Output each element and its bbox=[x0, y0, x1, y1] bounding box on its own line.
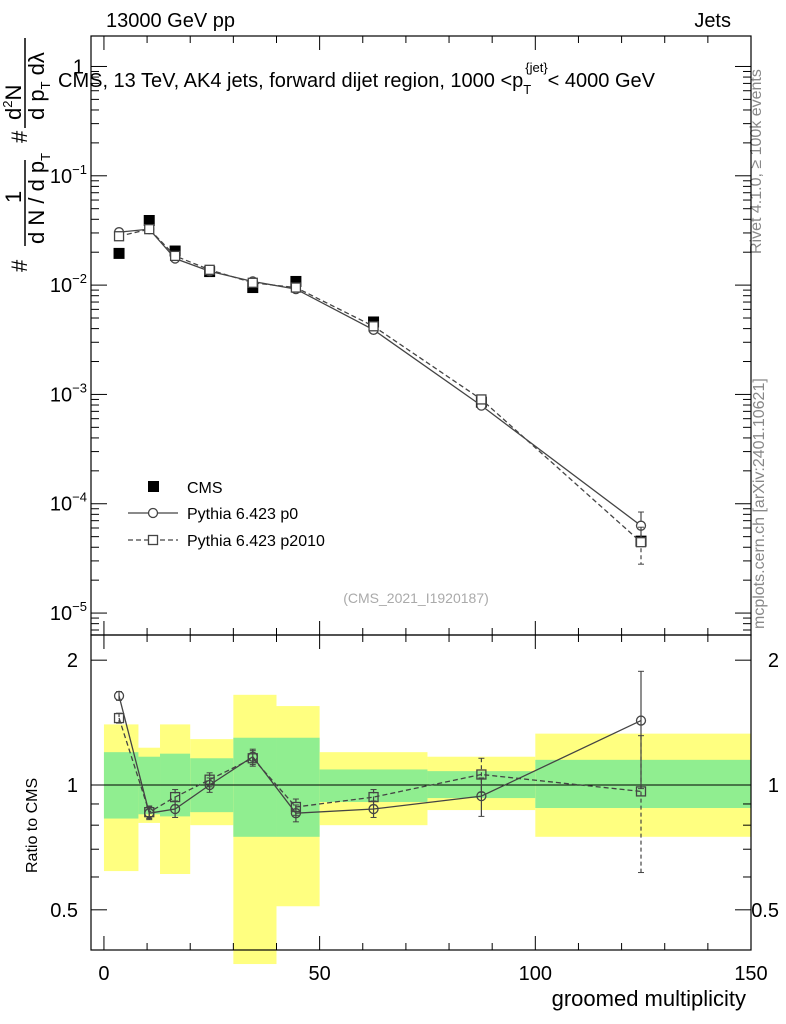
ratio-uncertainty-bands bbox=[103, 694, 751, 965]
x-tick-label: 0 bbox=[98, 963, 109, 985]
p2010-point bbox=[368, 321, 379, 332]
p2010-ratio-point bbox=[368, 791, 379, 803]
x-tick-label: 50 bbox=[309, 963, 331, 985]
legend-entry-cms: CMS bbox=[148, 480, 223, 497]
header-collision: 13000 GeV pp bbox=[106, 10, 235, 32]
legend-entry-pythia-p0: Pythia 6.423 p0 bbox=[128, 506, 298, 523]
main-panel-frame: 1 10−1 10−2 10−3 10−4 10−5 bbox=[50, 35, 752, 636]
legend-marker-pythia-p0 bbox=[147, 507, 159, 519]
p2010-ratio-point bbox=[635, 786, 647, 797]
p2010-point bbox=[476, 394, 487, 405]
p2010-point bbox=[144, 224, 155, 235]
main-y-tick-label: 10−4 bbox=[50, 490, 87, 516]
p2010-ratio-point bbox=[113, 712, 125, 724]
band-inner-bin-5 bbox=[276, 737, 320, 837]
ratio-panel-frame: 0 50 100 150 0.5 0.5 1 1 2 2 bbox=[50, 634, 779, 985]
x-axis-label: groomed multiplicity bbox=[552, 986, 746, 1011]
ratio-y-tick-label-right: 1 bbox=[768, 775, 779, 797]
ylabel-one: 1 bbox=[1, 191, 26, 203]
ylabel-denominator: d N / d pT bbox=[24, 153, 53, 244]
cms-point bbox=[113, 247, 125, 259]
p2010-line bbox=[118, 228, 642, 543]
main-y-axis-label: # 1 d N / d pT # d2N d pT dλ bbox=[0, 38, 53, 272]
legend-marker-pythia-p2010 bbox=[147, 534, 159, 546]
ylabel-hash-2: # bbox=[7, 130, 32, 143]
ratio-y-axis-label: Ratio to CMS bbox=[24, 778, 41, 873]
ratio-panel-series bbox=[113, 670, 647, 874]
legend-marker-cms bbox=[148, 481, 159, 492]
p2010-ratio-line bbox=[118, 717, 642, 814]
p2010-ratio-point bbox=[290, 801, 302, 813]
x-tick-label: 150 bbox=[734, 963, 767, 985]
ratio-y-tick-label-right: 0.5 bbox=[751, 900, 779, 922]
p0-ratio-point bbox=[476, 790, 487, 802]
ratio-y-tick-label-left: 0.5 bbox=[50, 900, 78, 922]
p2010-point bbox=[247, 277, 258, 288]
x-tick-label: 100 bbox=[519, 963, 552, 985]
p2010-point bbox=[113, 231, 125, 242]
p2010-ratio-point bbox=[169, 791, 181, 803]
analysis-id-label: (CMS_2021_I1920187) bbox=[343, 590, 489, 606]
ratio-y-tick-label-right: 2 bbox=[768, 650, 779, 672]
ratio-y-tick-label-left: 1 bbox=[67, 775, 78, 797]
p2010-point bbox=[204, 264, 215, 275]
main-y-tick-label: 10−5 bbox=[50, 599, 87, 625]
legend-label-pythia-p0: Pythia 6.423 p0 bbox=[187, 506, 298, 523]
header-category: Jets bbox=[694, 10, 731, 32]
p2010-ratio-point bbox=[247, 753, 258, 764]
cms-point bbox=[290, 275, 302, 287]
ylabel-hash-1: # bbox=[7, 259, 32, 272]
band-inner-bin-8 bbox=[535, 759, 751, 809]
main-y-tick-label: 10−2 bbox=[50, 271, 87, 297]
p2010-ratio-point bbox=[144, 807, 155, 818]
legend-label-cms: CMS bbox=[187, 480, 223, 497]
main-y-tick-label: 1 bbox=[73, 56, 84, 78]
legend: CMS Pythia 6.423 p0 Pythia 6.423 p2010 bbox=[128, 480, 325, 550]
mcplots-label: mcplots.cern.ch [arXiv:2401.10621] bbox=[751, 378, 768, 629]
p2010-ratio-point bbox=[204, 774, 215, 785]
ratio-y-tick-label-left: 2 bbox=[67, 650, 78, 672]
p2010-point bbox=[169, 250, 181, 262]
chart-title: CMS, 13 TeV, AK4 jets, forward dijet reg… bbox=[58, 60, 656, 97]
p0-ratio-point bbox=[113, 690, 125, 702]
cms-point bbox=[143, 214, 155, 226]
main-y-tick-label: 10−3 bbox=[50, 380, 87, 406]
p2010-point bbox=[290, 282, 302, 293]
p2010-ratio-point bbox=[476, 769, 487, 780]
ratio-plot-border bbox=[90, 634, 752, 951]
ylabel-numerator-2: d2N bbox=[0, 85, 26, 120]
main-y-tick-label: 10−1 bbox=[50, 162, 87, 188]
legend-entry-pythia-p2010: Pythia 6.423 p2010 bbox=[128, 533, 325, 550]
ylabel-denominator-2: d pT dλ bbox=[24, 52, 53, 120]
main-panel-series bbox=[113, 214, 647, 565]
p2010-point bbox=[635, 537, 647, 548]
legend-label-pythia-p2010: Pythia 6.423 p2010 bbox=[187, 533, 325, 550]
p0-ratio-point bbox=[635, 715, 647, 726]
rivet-version-label: Rivet 4.1.0, ≥ 100k events bbox=[748, 69, 765, 254]
